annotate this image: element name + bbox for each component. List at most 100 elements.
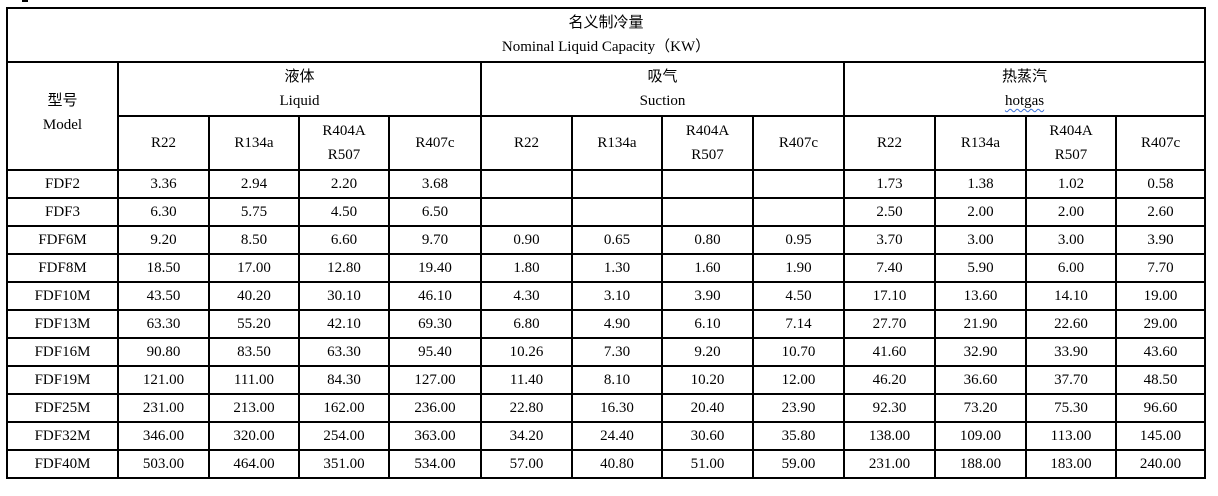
value-cell: 22.80 [480,393,573,423]
value-cell: 4.90 [571,309,663,339]
group-zh: 热蒸汽 [1002,69,1048,85]
refrigerant-label: R134a [960,135,1001,151]
value-cell: 36.60 [934,365,1027,395]
table-row: FDF32M 346.00 320.00 254.00 363.00 34.20 24.40… [6,421,1207,451]
refrigerant-label: R22 [150,135,176,151]
model-cell: FDF6M [6,225,119,255]
value-cell [752,169,845,199]
value-cell: 231.00 [117,393,210,423]
value-cell: 46.20 [843,365,936,395]
value-cell: 10.20 [661,365,754,395]
title-zh: 名义制冷量 [568,15,644,31]
value-cell: 7.70 [1114,253,1207,283]
model-cell: FDF3 [6,197,119,227]
value-cell: 236.00 [388,393,482,423]
value-cell: 346.00 [117,421,210,451]
value-cell: 51.00 [661,449,754,479]
value-cell: 0.95 [752,225,845,255]
value-cell: 8.50 [208,225,300,255]
table-row: FDF8M 18.50 17.00 12.80 19.40 1.80 1.30 1.60 1.9… [6,253,1207,283]
refrigerant-label: R407c [1140,135,1181,151]
value-cell: 121.00 [117,365,210,395]
model-header-en: Model [42,117,83,133]
value-cell: 17.00 [208,253,300,283]
refrigerant-header: R134a [208,115,300,171]
refrigerant-label-alt: R507 [691,147,724,163]
top-mark [22,0,28,2]
value-cell [571,197,663,227]
model-cell: FDF40M [6,449,119,479]
model-cell: FDF13M [6,309,119,339]
value-cell: 22.60 [1025,309,1117,339]
refrigerant-header: R22 [480,115,573,171]
value-cell: 113.00 [1025,421,1117,451]
value-cell: 503.00 [117,449,210,479]
model-header: 型号 Model [6,61,119,171]
value-cell: 0.90 [480,225,573,255]
value-cell: 3.00 [1025,225,1117,255]
value-cell: 1.60 [661,253,754,283]
value-cell: 73.20 [934,393,1027,423]
group-en: Liquid [279,93,320,109]
group-en: Suction [639,93,686,109]
value-cell: 240.00 [1114,449,1207,479]
value-cell: 1.02 [1025,169,1117,199]
value-cell: 6.30 [117,197,210,227]
refrigerant-header: R404A R507 [661,115,754,171]
table-row: FDF3 6.30 5.75 4.50 6.50 2.50 2.00 2.00 2.60 [6,197,1207,227]
value-cell: 6.60 [298,225,390,255]
value-cell: 6.10 [661,309,754,339]
model-cell: FDF16M [6,337,119,367]
value-cell: 4.50 [752,281,845,311]
value-cell: 1.73 [843,169,936,199]
refrigerant-label: R22 [513,135,539,151]
value-cell: 363.00 [388,421,482,451]
table-row: FDF25M 231.00 213.00 162.00 236.00 22.80 16.30… [6,393,1207,423]
value-cell: 127.00 [388,365,482,395]
value-cell: 2.50 [843,197,936,227]
refrigerant-header: R407c [752,115,845,171]
value-cell: 6.50 [388,197,482,227]
value-cell: 464.00 [208,449,300,479]
group-header-hotgas: 热蒸汽 hotgas [842,61,1207,117]
value-cell: 16.30 [571,393,663,423]
value-cell: 48.50 [1114,365,1207,395]
group-zh: 吸气 [647,69,678,85]
value-cell: 3.00 [934,225,1027,255]
value-cell: 7.40 [843,253,936,283]
value-cell: 92.30 [843,393,936,423]
model-cell: FDF32M [6,421,119,451]
value-cell: 41.60 [843,337,936,367]
value-cell: 2.60 [1114,197,1207,227]
refrigerant-label: R404A [1049,123,1093,139]
group-en: hotgas [1004,93,1045,109]
value-cell: 19.40 [388,253,482,283]
table-row: FDF6M 9.20 8.50 6.60 9.70 0.90 0.65 0.80 0.95 3.7… [6,225,1207,255]
refrigerant-header: R22 [843,115,936,171]
value-cell: 138.00 [843,421,936,451]
value-cell: 95.40 [388,337,482,367]
refrigerant-label: R404A [685,123,730,139]
value-cell [752,197,845,227]
refrigerant-header: R22 [117,115,210,171]
value-cell: 11.40 [480,365,573,395]
value-cell: 42.10 [298,309,390,339]
value-cell: 40.80 [571,449,663,479]
value-cell: 34.20 [480,421,573,451]
value-cell [661,197,754,227]
value-cell: 55.20 [208,309,300,339]
value-cell: 57.00 [480,449,573,479]
value-cell: 30.60 [661,421,754,451]
table-title: 名义制冷量 Nominal Liquid Capacity（KW） [5,7,1207,63]
value-cell: 4.50 [298,197,390,227]
value-cell: 96.60 [1114,393,1207,423]
value-cell: 9.20 [117,225,210,255]
value-cell: 9.20 [661,337,754,367]
model-cell: FDF2 [6,169,119,199]
value-cell: 109.00 [934,421,1027,451]
table-row: FDF2 3.36 2.94 2.20 3.68 1.73 1.38 1.02 0.58 [6,169,1207,199]
value-cell: 183.00 [1025,449,1117,479]
value-cell: 69.30 [388,309,482,339]
value-cell: 145.00 [1114,421,1207,451]
value-cell: 254.00 [298,421,390,451]
